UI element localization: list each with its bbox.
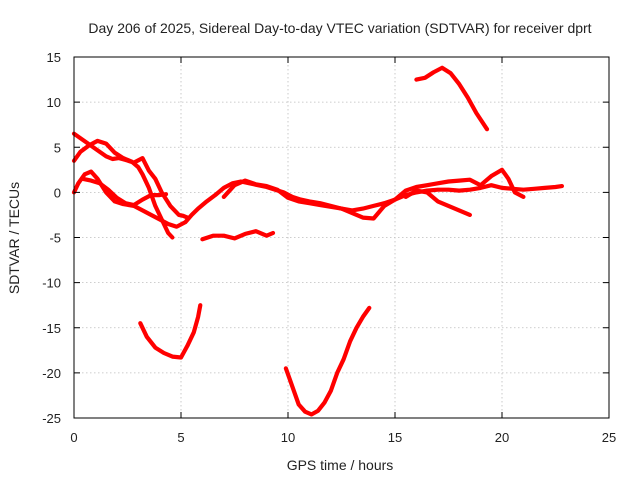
series-arc-h (138, 303, 203, 360)
axis-ticks: 0 5 10 15 20 25 -25 -20 -15 -10 -5 0 5 10 15 (42, 50, 616, 445)
y-tick-label: 5 (54, 140, 61, 155)
x-tick-label: 0 (70, 430, 77, 445)
series-arc-d (80, 176, 169, 208)
series-arc-b (71, 138, 175, 240)
y-tick-label: -20 (42, 366, 61, 381)
y-tick-label: -5 (49, 231, 61, 246)
y-axis-label: SDTVAR / TECUs (6, 182, 22, 294)
x-tick-label: 10 (281, 430, 295, 445)
x-axis-label: GPS time / hours (287, 457, 394, 473)
series-arc-f (403, 188, 472, 217)
data-series (71, 65, 564, 417)
series-arc-c (71, 169, 564, 229)
x-tick-label: 25 (602, 430, 616, 445)
series-arc-g (200, 229, 276, 242)
x-tick-label: 5 (177, 430, 184, 445)
series-arc-e (221, 167, 526, 221)
y-tick-label: -10 (42, 276, 61, 291)
series-arc-i (283, 305, 372, 417)
y-tick-label: -25 (42, 411, 61, 426)
y-tick-label: 0 (54, 185, 61, 200)
x-tick-label: 15 (388, 430, 402, 445)
chart-title: Day 206 of 2025, Sidereal Day-to-day VTE… (88, 20, 591, 36)
y-tick-label: 10 (47, 95, 61, 110)
series-arc-j (414, 65, 490, 132)
x-tick-label: 20 (495, 430, 509, 445)
y-tick-label: -15 (42, 321, 61, 336)
y-tick-label: 15 (47, 50, 61, 65)
